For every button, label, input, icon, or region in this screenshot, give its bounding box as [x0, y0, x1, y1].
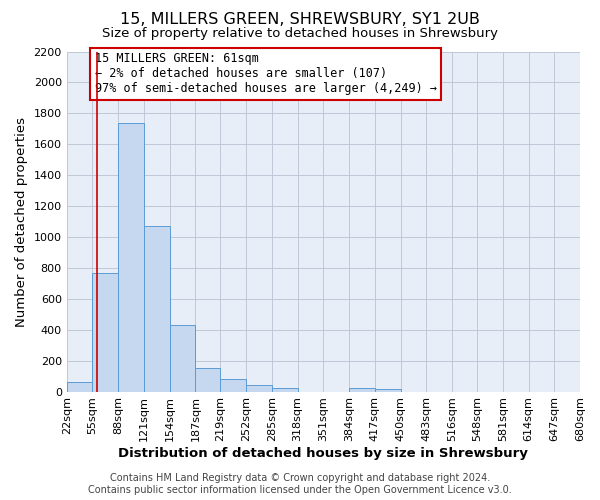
- Bar: [272, 388, 298, 392]
- Text: Contains HM Land Registry data © Crown copyright and database right 2024.
Contai: Contains HM Land Registry data © Crown c…: [88, 474, 512, 495]
- Bar: [144, 226, 170, 392]
- Text: 15 MILLERS GREEN: 61sqm
← 2% of detached houses are smaller (107)
97% of semi-de: 15 MILLERS GREEN: 61sqm ← 2% of detached…: [95, 52, 437, 96]
- Bar: [196, 368, 220, 392]
- Bar: [118, 122, 144, 392]
- Bar: [92, 272, 118, 392]
- Bar: [246, 386, 272, 392]
- Text: Size of property relative to detached houses in Shrewsbury: Size of property relative to detached ho…: [102, 28, 498, 40]
- Y-axis label: Number of detached properties: Number of detached properties: [15, 116, 28, 326]
- Bar: [220, 379, 246, 392]
- Bar: [375, 390, 401, 392]
- X-axis label: Distribution of detached houses by size in Shrewsbury: Distribution of detached houses by size …: [118, 447, 528, 460]
- Text: 15, MILLERS GREEN, SHREWSBURY, SY1 2UB: 15, MILLERS GREEN, SHREWSBURY, SY1 2UB: [120, 12, 480, 28]
- Bar: [349, 388, 375, 392]
- Bar: [67, 382, 92, 392]
- Bar: [170, 325, 196, 392]
